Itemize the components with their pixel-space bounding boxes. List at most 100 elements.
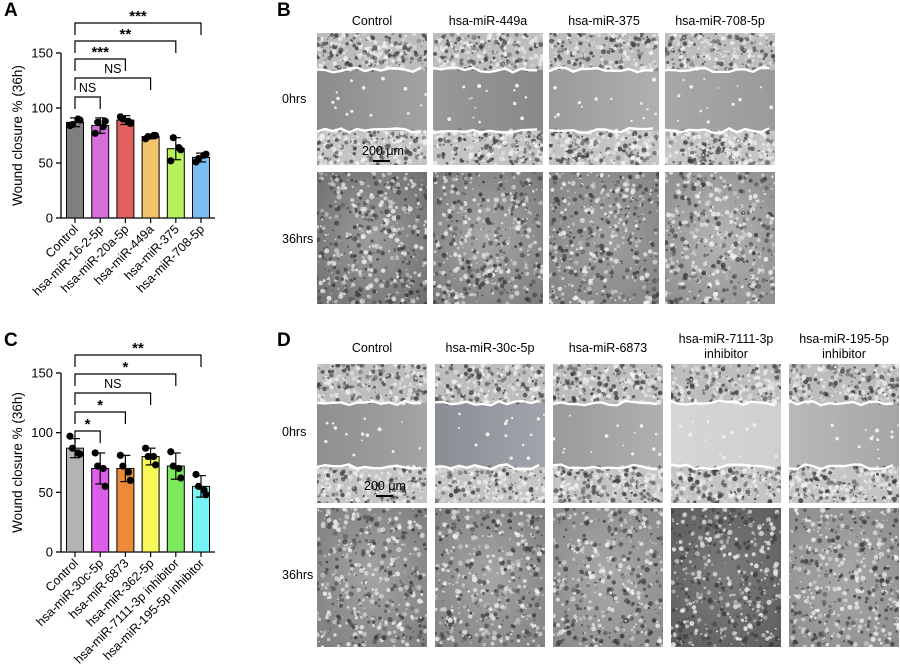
panel-letter-b: B xyxy=(277,0,291,21)
y-tick-label: 50 xyxy=(39,485,53,500)
data-point xyxy=(94,118,102,126)
significance-bracket xyxy=(74,40,177,53)
data-point xyxy=(99,464,107,473)
micrograph-image xyxy=(433,172,543,304)
micrograph-image xyxy=(671,364,781,503)
micrograph-texture xyxy=(671,364,781,503)
panel-letter-a: A xyxy=(4,0,18,21)
data-point xyxy=(150,452,158,461)
micrograph-image xyxy=(665,33,775,165)
significance-label: *** xyxy=(129,8,147,25)
data-point xyxy=(144,452,152,461)
significance-label: ** xyxy=(132,340,144,357)
row-label: 36hrs xyxy=(282,232,314,246)
data-point xyxy=(142,444,150,452)
micrograph-texture xyxy=(553,364,663,503)
data-point xyxy=(169,462,177,470)
data-point xyxy=(144,133,152,141)
scale-bar-label: 200 μm xyxy=(364,479,406,493)
data-point xyxy=(124,468,132,476)
column-label-line: hsa-miR-7111-3p xyxy=(678,332,774,346)
data-point xyxy=(200,486,208,494)
panel-letter-d: D xyxy=(277,330,291,351)
micrograph-texture xyxy=(789,508,899,647)
micrograph-texture xyxy=(317,172,427,304)
micrograph-image xyxy=(317,172,427,304)
micrograph-image xyxy=(317,508,427,647)
micrograph-texture xyxy=(433,33,543,165)
data-point xyxy=(167,448,175,456)
micrograph-texture xyxy=(435,364,545,503)
scale-bar xyxy=(373,160,390,162)
data-point xyxy=(101,117,109,125)
column-label-line: inhibitor xyxy=(822,347,866,361)
y-tick-label: 100 xyxy=(31,425,53,440)
data-point xyxy=(194,155,203,163)
significance-bracket xyxy=(74,411,126,424)
data-point xyxy=(68,444,77,452)
column-label-line: inhibitor xyxy=(704,347,748,361)
micrograph-image xyxy=(549,33,659,165)
micrograph-image xyxy=(789,508,899,647)
micrograph-image xyxy=(435,364,545,503)
column-label: hsa-miR-6873 xyxy=(569,341,648,356)
micrograph-image xyxy=(665,172,775,304)
bar xyxy=(66,121,84,219)
y-tick-label: 100 xyxy=(31,101,53,116)
significance-bracket xyxy=(74,22,202,35)
y-tick-label: 0 xyxy=(46,545,53,560)
data-point xyxy=(175,464,183,473)
y-tick-label: 150 xyxy=(31,46,53,61)
data-point xyxy=(66,432,74,440)
micrograph-image xyxy=(433,33,543,165)
data-point xyxy=(194,482,203,490)
column-label: hsa-miR-30c-5p xyxy=(446,341,535,356)
micrograph-texture xyxy=(665,172,775,304)
micrograph-image xyxy=(553,508,663,647)
column-label-line: Control xyxy=(351,341,393,355)
data-point xyxy=(101,482,109,490)
data-point xyxy=(119,115,127,123)
data-point xyxy=(91,449,99,457)
data-point xyxy=(167,157,175,165)
column-label-line: hsa-miR-195-5p xyxy=(799,332,889,346)
column-label: Control xyxy=(352,341,392,356)
micrograph-image xyxy=(553,364,663,503)
bar xyxy=(91,125,110,219)
bar xyxy=(141,456,160,553)
significance-bracket xyxy=(74,77,152,90)
data-point xyxy=(68,120,77,129)
micrograph-texture xyxy=(435,508,545,647)
data-point xyxy=(74,449,82,457)
significance-bracket xyxy=(74,96,101,109)
data-point xyxy=(94,462,102,470)
data-point xyxy=(119,462,127,470)
significance-label: ** xyxy=(120,26,132,43)
y-tick-label: 0 xyxy=(46,211,53,226)
micrograph-texture xyxy=(665,33,775,165)
significance-label: NS xyxy=(104,62,121,76)
significance-label: NS xyxy=(104,377,121,391)
data-point xyxy=(126,476,134,484)
data-point xyxy=(177,474,185,482)
bar xyxy=(192,157,210,219)
data-point xyxy=(169,134,177,142)
micrograph-texture xyxy=(317,508,427,647)
y-axis-label: Wound closure % (36h) xyxy=(10,392,25,533)
row-label: 36hrs xyxy=(282,568,314,582)
micrograph-texture xyxy=(789,364,899,503)
micrograph-texture xyxy=(317,364,427,503)
significance-label: NS xyxy=(79,81,96,95)
micrograph-image xyxy=(549,172,659,304)
bar xyxy=(141,136,160,219)
row-label: 0hrs xyxy=(282,425,307,439)
bar xyxy=(116,119,135,219)
column-label: hsa-miR-708-5p xyxy=(675,14,765,28)
significance-label: * xyxy=(97,397,103,414)
data-point xyxy=(175,144,183,152)
micrograph-image xyxy=(317,364,427,503)
column-label: Control xyxy=(351,14,393,28)
panel-letter-c: C xyxy=(4,330,18,351)
